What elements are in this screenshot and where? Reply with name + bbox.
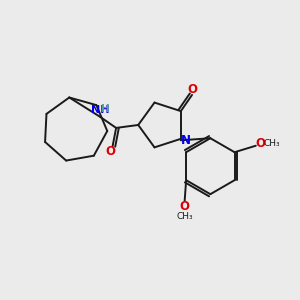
- Text: O: O: [105, 145, 115, 158]
- Text: H: H: [101, 104, 110, 114]
- Text: CH₃: CH₃: [264, 140, 280, 148]
- Text: CH₃: CH₃: [176, 212, 193, 221]
- Text: NH: NH: [91, 105, 109, 115]
- Text: O: O: [188, 83, 198, 96]
- Text: N: N: [181, 134, 191, 147]
- Text: O: O: [255, 137, 265, 151]
- Text: O: O: [180, 200, 190, 213]
